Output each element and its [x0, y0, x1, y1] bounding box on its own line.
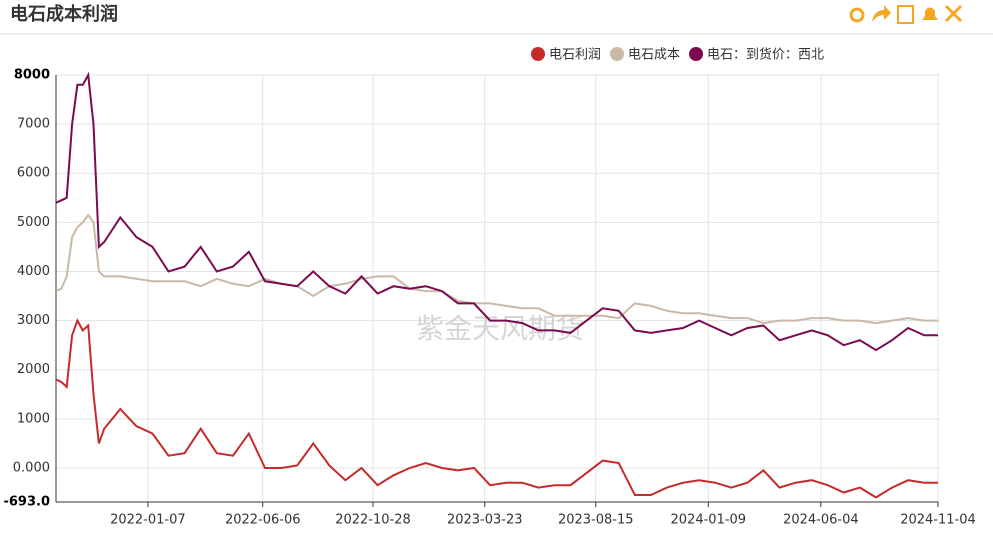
legend-label: 电石利润	[549, 48, 601, 63]
x-tick-label: 2022-10-28	[335, 513, 411, 528]
y-tick-label: 2000	[17, 362, 50, 377]
series-line	[55, 71, 938, 352]
y-tick-label: 7000	[17, 117, 50, 132]
x-tick-label: 2024-01-09	[671, 513, 747, 528]
y-tick-label: 8000	[14, 68, 50, 83]
toolbar[interactable]	[849, 4, 963, 24]
chart-title: 电石成本利润	[10, 3, 118, 25]
y-tick-label: -693.0	[3, 495, 50, 510]
bell-icon[interactable]	[922, 7, 938, 21]
y-tick-label: 6000	[17, 166, 50, 181]
legend-swatch	[689, 47, 704, 61]
legend-label: 电石：到货价：西北	[707, 47, 824, 63]
legend-swatch	[531, 47, 545, 61]
y-tick-label: 5000	[17, 215, 50, 230]
series-line	[55, 213, 938, 325]
watermark: 紫金天风期货	[416, 312, 584, 345]
y-tick-label: 0.000	[13, 460, 50, 475]
expand-icon[interactable]	[944, 4, 963, 23]
x-tick-label: 2022-01-07	[110, 513, 186, 528]
x-tick-label: 2023-03-23	[447, 513, 523, 528]
x-tick-label: 2022-06-06	[225, 513, 301, 528]
x-tick-label: 2024-11-04	[900, 513, 976, 528]
legend-label: 电石成本	[628, 48, 680, 63]
share-icon[interactable]	[872, 5, 891, 22]
refresh-icon[interactable]	[849, 7, 865, 23]
image-icon[interactable]	[897, 5, 914, 24]
legend-swatch	[610, 47, 625, 61]
series-line	[55, 318, 938, 499]
x-tick-label: 2024-06-04	[783, 513, 859, 528]
x-tick-label: 2023-08-15	[558, 513, 634, 528]
y-tick-label: 4000	[17, 264, 50, 279]
y-tick-label: 3000	[17, 313, 50, 328]
y-tick-label: 1000	[17, 411, 50, 426]
